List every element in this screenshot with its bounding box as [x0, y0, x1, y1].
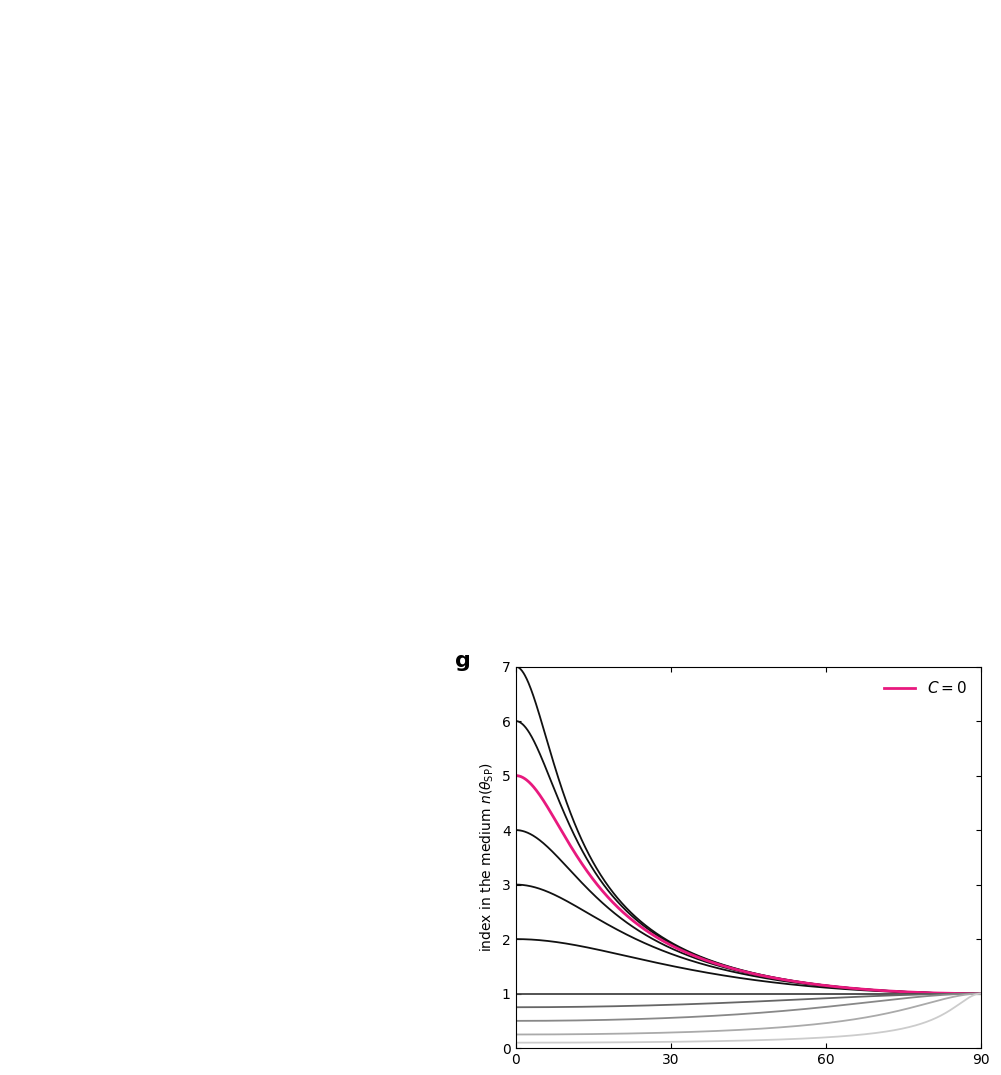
Text: g: g: [455, 651, 470, 671]
Y-axis label: index in the medium $n(\theta_\mathrm{SP})$: index in the medium $n(\theta_\mathrm{SP…: [478, 762, 496, 952]
Legend: $C = 0$: $C = 0$: [878, 674, 973, 702]
X-axis label: angle inside the medium $\theta_\mathrm{SP}$ (degrees): angle inside the medium $\theta_\mathrm{…: [614, 1073, 883, 1075]
